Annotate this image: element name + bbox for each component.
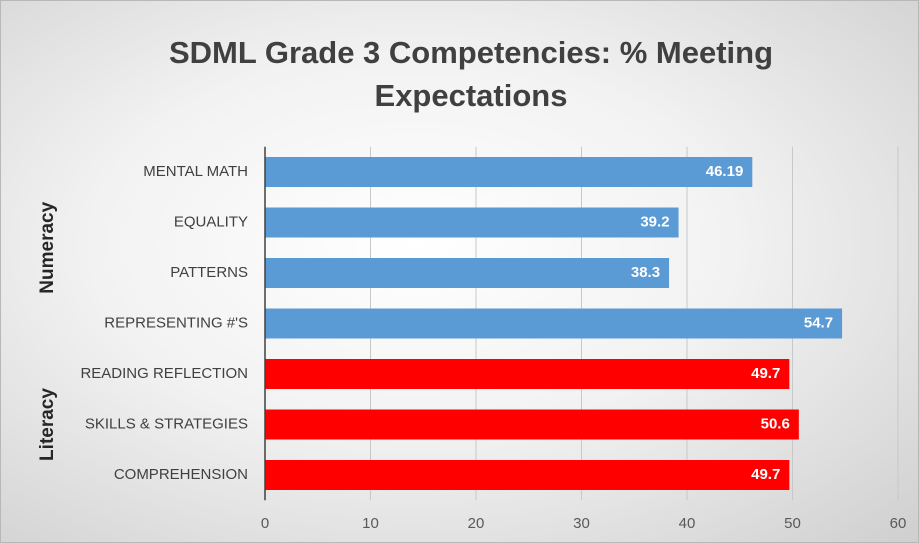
x-tick-label: 50 <box>784 515 801 532</box>
bar <box>265 359 790 389</box>
bar <box>265 157 753 187</box>
data-label: 46.19 <box>706 163 744 180</box>
x-tick-label: 10 <box>362 515 379 532</box>
data-label: 39.2 <box>640 213 669 230</box>
bar <box>265 460 790 490</box>
data-label: 49.7 <box>751 365 780 382</box>
group-label: Literacy <box>37 388 58 461</box>
data-label: 38.3 <box>631 264 660 281</box>
x-tick-label: 30 <box>573 515 590 532</box>
chart-title: SDML Grade 3 Competencies: % Meeting Exp… <box>168 35 774 113</box>
x-tick-label: 0 <box>261 515 269 532</box>
x-tick-label: 40 <box>679 515 696 532</box>
x-tick-label: 60 <box>890 515 907 532</box>
y-tick-label: MENTAL MATH <box>143 163 248 180</box>
bar <box>265 207 679 238</box>
data-label: 50.6 <box>761 415 790 432</box>
y-tick-label: REPRESENTING #'S <box>104 314 248 331</box>
data-label: 54.7 <box>804 314 833 331</box>
y-tick-label: PATTERNS <box>170 264 248 281</box>
bar <box>265 258 670 288</box>
y-tick-label: COMPREHENSION <box>114 466 248 483</box>
group-label: Numeracy <box>37 201 58 293</box>
bar <box>265 409 799 440</box>
bar <box>265 308 843 339</box>
y-tick-label: SKILLS & STRATEGIES <box>85 415 248 432</box>
x-tick-label: 20 <box>468 515 485 532</box>
y-tick-label: READING REFLECTION <box>80 365 248 382</box>
y-tick-label: EQUALITY <box>174 213 248 230</box>
data-label: 49.7 <box>751 466 780 483</box>
